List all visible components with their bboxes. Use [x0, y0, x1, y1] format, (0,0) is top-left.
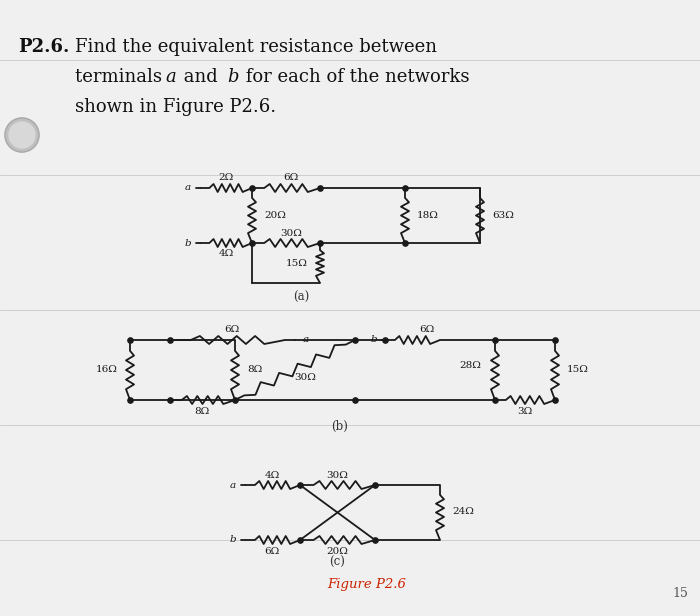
Text: b: b — [230, 535, 236, 545]
Text: a: a — [165, 68, 176, 86]
Text: 20Ω: 20Ω — [326, 546, 348, 556]
Text: b: b — [184, 238, 191, 248]
Text: 6Ω: 6Ω — [225, 325, 239, 334]
Text: 15Ω: 15Ω — [567, 365, 589, 375]
Text: (b): (b) — [332, 419, 349, 432]
Text: 8Ω: 8Ω — [247, 365, 262, 375]
Text: a: a — [303, 336, 309, 344]
Text: 6Ω: 6Ω — [265, 546, 279, 556]
Text: 20Ω: 20Ω — [264, 211, 286, 219]
Text: 6Ω: 6Ω — [284, 174, 299, 182]
Text: 15: 15 — [672, 587, 688, 600]
Text: 2Ω: 2Ω — [218, 174, 234, 182]
Text: (a): (a) — [293, 291, 309, 304]
Circle shape — [9, 122, 35, 148]
Text: 8Ω: 8Ω — [195, 407, 209, 416]
Text: Find the equivalent resistance between: Find the equivalent resistance between — [75, 38, 437, 56]
Text: terminals: terminals — [75, 68, 168, 86]
Text: and: and — [178, 68, 223, 86]
Text: 6Ω: 6Ω — [419, 325, 435, 334]
Circle shape — [5, 118, 39, 152]
Text: 16Ω: 16Ω — [96, 365, 118, 375]
Text: b: b — [370, 336, 377, 344]
Text: 18Ω: 18Ω — [417, 211, 439, 219]
Text: a: a — [185, 184, 191, 192]
Text: 30Ω: 30Ω — [326, 471, 348, 479]
Text: 30Ω: 30Ω — [294, 373, 316, 383]
Text: 30Ω: 30Ω — [280, 229, 302, 238]
Text: P2.6.: P2.6. — [18, 38, 69, 56]
Text: b: b — [227, 68, 239, 86]
Text: 15Ω: 15Ω — [286, 259, 308, 267]
Text: a: a — [230, 480, 236, 490]
Text: 4Ω: 4Ω — [218, 249, 234, 259]
Text: (c): (c) — [329, 556, 345, 569]
Text: 28Ω: 28Ω — [459, 360, 481, 370]
Text: 63Ω: 63Ω — [492, 211, 514, 219]
Text: shown in Figure P2.6.: shown in Figure P2.6. — [75, 98, 276, 116]
Text: 4Ω: 4Ω — [265, 471, 279, 479]
Text: 3Ω: 3Ω — [517, 407, 533, 416]
Text: 24Ω: 24Ω — [452, 508, 474, 516]
Text: Figure P2.6: Figure P2.6 — [328, 578, 407, 591]
Text: for each of the networks: for each of the networks — [240, 68, 470, 86]
